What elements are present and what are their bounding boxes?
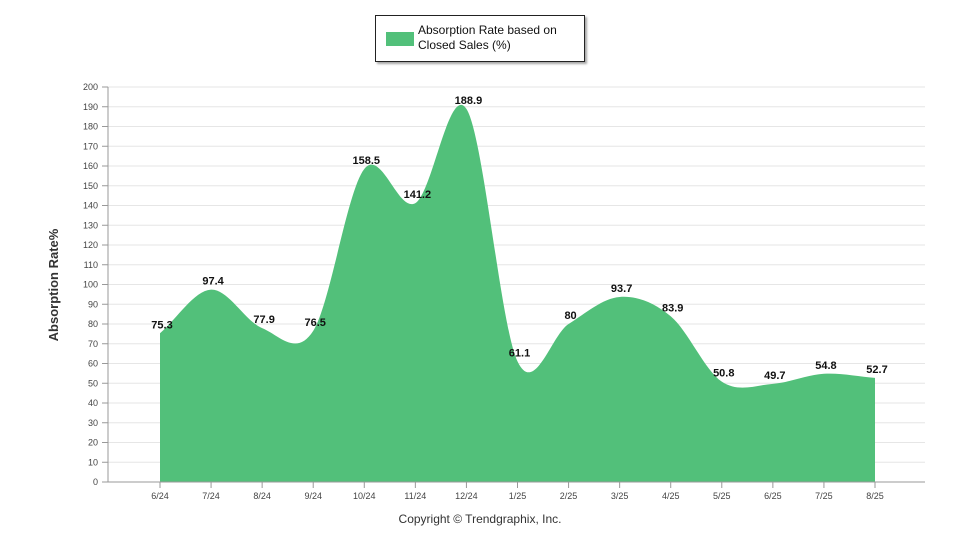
y-tick-label: 30 (88, 418, 98, 428)
legend: Absorption Rate based on Closed Sales (%… (375, 15, 585, 62)
x-tick-label: 12/24 (455, 491, 478, 501)
data-labels: 75.3 97.4 77.9 76.5 158.5 141.2 188.9 61.1 80 93.… (151, 95, 887, 382)
y-tick-label: 20 (88, 438, 98, 448)
data-label: 49.7 (764, 370, 785, 382)
data-label: 50.8 (713, 368, 734, 380)
x-tick-label: 8/24 (253, 491, 271, 501)
legend-swatch (386, 32, 414, 46)
x-tick-label: 5/25 (713, 491, 731, 501)
series-area (160, 104, 875, 483)
data-label: 93.7 (611, 283, 632, 295)
y-tick-label: 0 (93, 477, 98, 487)
copyright-text: Copyright © Trendgraphix, Inc. (398, 512, 562, 526)
y-tick-label: 70 (88, 339, 98, 349)
y-tick-label: 40 (88, 398, 98, 408)
y-tick-label: 110 (84, 260, 98, 270)
y-tick-label: 100 (83, 280, 98, 290)
data-label: 76.5 (305, 317, 326, 329)
y-tick-label: 180 (83, 122, 98, 132)
data-label: 61.1 (509, 347, 530, 359)
y-tick-label: 200 (83, 82, 98, 92)
data-label: 80 (564, 310, 576, 322)
data-label: 52.7 (866, 364, 887, 376)
y-tick-label: 10 (88, 457, 98, 467)
x-tick-label: 1/25 (509, 491, 527, 501)
data-label: 158.5 (353, 155, 381, 167)
y-tick-label: 130 (83, 220, 98, 230)
data-label: 141.2 (404, 189, 432, 201)
data-label: 97.4 (202, 276, 224, 288)
series-area-fill (160, 104, 875, 483)
data-label: 77.9 (253, 314, 274, 326)
y-tick-label: 60 (88, 359, 98, 369)
y-tick-label: 150 (83, 181, 98, 191)
x-tick-label: 2/25 (560, 491, 578, 501)
y-tick-label: 90 (88, 299, 98, 309)
x-tick-label: 4/25 (662, 491, 680, 501)
y-tick-label: 50 (88, 378, 98, 388)
x-tick-label: 11/24 (404, 491, 426, 501)
data-label: 54.8 (815, 360, 836, 372)
x-tick-label: 7/25 (815, 491, 833, 501)
x-tick-label: 7/24 (202, 491, 220, 501)
data-label: 83.9 (662, 302, 683, 314)
y-axis-ticks: 0 10 20 30 40 50 60 70 80 90 100 110 120 130 140 150 160… (83, 82, 109, 487)
y-tick-label: 140 (83, 201, 98, 211)
x-tick-label: 3/25 (611, 491, 629, 501)
y-tick-label: 170 (83, 141, 98, 151)
data-label: 75.3 (151, 319, 172, 331)
x-tick-label: 6/25 (764, 491, 782, 501)
x-axis-ticks: 6/24 7/24 8/24 9/24 10/24 11/24 12/24 1/25 2/25 3… (108, 481, 925, 501)
x-tick-label: 10/24 (353, 491, 376, 501)
x-tick-label: 6/24 (151, 491, 169, 501)
data-label: 188.9 (455, 95, 483, 107)
y-tick-label: 190 (83, 102, 98, 112)
x-tick-label: 8/25 (866, 491, 884, 501)
y-axis-title: Absorption Rate% (46, 228, 61, 341)
x-tick-label: 9/24 (304, 491, 322, 501)
legend-label: Absorption Rate based on Closed Sales (%… (418, 23, 557, 52)
y-tick-label: 120 (83, 240, 98, 250)
y-tick-label: 160 (83, 161, 98, 171)
y-tick-label: 80 (88, 319, 98, 329)
